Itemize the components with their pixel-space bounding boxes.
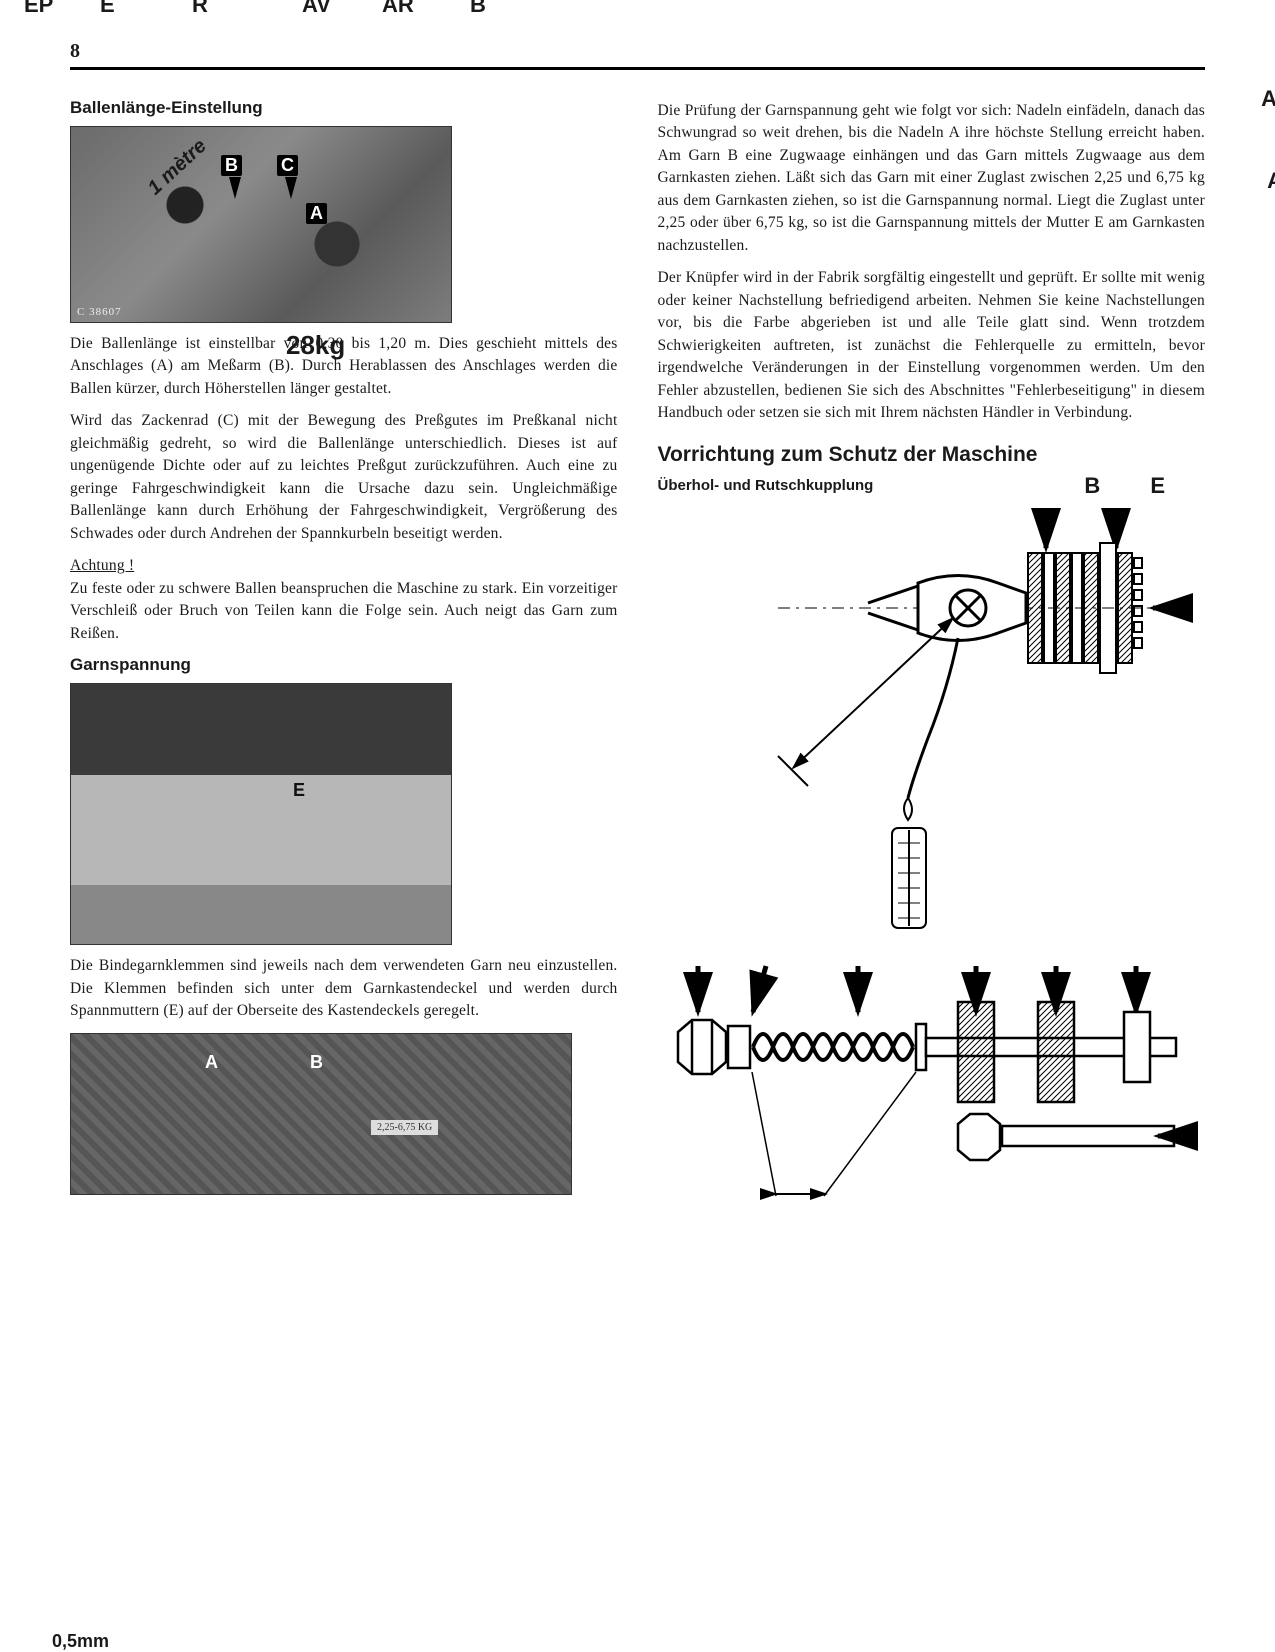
spring-diagram-svg [658, 954, 1198, 1214]
figure-slip-clutch: A 1 mètre 28kg [658, 508, 1198, 938]
diag-label-a: A [1261, 86, 1275, 112]
figure-code: C 38607 [77, 306, 122, 318]
callout-e: E [289, 780, 309, 801]
heading-garnspannung: Garnspannung [70, 655, 618, 675]
arrow-icon [229, 177, 241, 199]
dim-05mm: 0,5mm [52, 1631, 109, 1652]
paragraph: Die Bindegarnklemmen sind jeweils nach d… [70, 955, 618, 1022]
scale-tag: 2,25-6,75 KG [371, 1120, 438, 1135]
diag-label: E [100, 0, 115, 18]
heading-ueberhol: Überhol- und Rutschkupplung [658, 477, 874, 494]
diag-label-b: B [1084, 473, 1100, 499]
warning-text: Zu feste oder zu schwere Ballen beanspru… [70, 580, 618, 642]
callout-a: A [201, 1052, 222, 1073]
paragraph: Wird das Zackenrad (C) mit der Bewegung … [70, 410, 618, 545]
diag-label: R [192, 0, 208, 18]
paragraph: Die Prüfung der Garnspannung geht wie fo… [658, 100, 1206, 257]
paragraph: Der Knüpfer wird in der Fabrik sorgfälti… [658, 267, 1206, 424]
two-column-layout: Ballenlänge-Einstellung B C A C 38607 Di… [70, 90, 1205, 1220]
right-column: Die Prüfung der Garnspannung geht wie fo… [658, 90, 1206, 1220]
diag-label: EP [24, 0, 53, 18]
heading-ballenlaenge: Ballenlänge-Einstellung [70, 98, 618, 118]
page-number: 8 [70, 40, 1205, 63]
figure-twine-tension: E [70, 683, 452, 945]
diag-label: AV [302, 0, 331, 18]
figure-twine-scale: A B 2,25-6,75 KG [70, 1033, 572, 1195]
diag-label: B [470, 0, 486, 18]
figure-bale-length: B C A C 38607 [70, 126, 452, 323]
callout-b: B [306, 1052, 327, 1073]
warning-paragraph: Achtung ! Zu feste oder zu schwere Balle… [70, 555, 618, 645]
left-column: Ballenlänge-Einstellung B C A C 38607 Di… [70, 90, 618, 1220]
weight-28kg: 28kg [286, 330, 345, 361]
top-rule [70, 67, 1205, 70]
warning-label: Achtung ! [70, 557, 134, 574]
diag-label: AR [382, 0, 414, 18]
diag-label-e: E [1150, 473, 1165, 499]
clutch-diagram-svg [658, 508, 1198, 938]
arrow-icon [285, 177, 297, 199]
photo-placeholder [71, 684, 451, 944]
heading-vorrichtung: Vorrichtung zum Schutz der Maschine [658, 443, 1206, 467]
callout-c: C [277, 155, 298, 176]
photo-placeholder [71, 127, 451, 322]
figure-spring-bolt: EP E R AV AR B A 0,5mm [658, 954, 1198, 1214]
page: 8 Ballenlänge-Einstellung B C A C 38607 … [0, 0, 1275, 1650]
diag-label-a: A [1267, 168, 1275, 194]
callout-a: A [306, 203, 327, 224]
callout-b: B [221, 155, 242, 176]
